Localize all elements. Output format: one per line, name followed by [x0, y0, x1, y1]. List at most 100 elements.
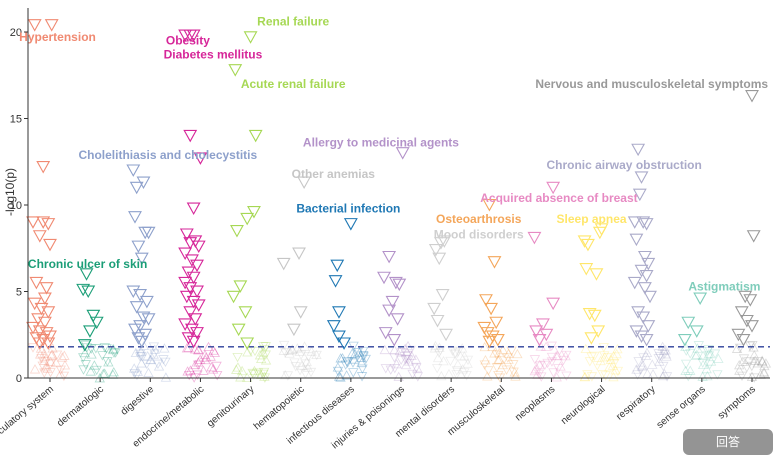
background-point [480, 354, 491, 365]
annotation-label: Diabetes mellitus [164, 47, 263, 61]
background-point [207, 364, 219, 374]
background-point [579, 371, 590, 382]
data-point [689, 325, 704, 338]
background-point [612, 343, 623, 354]
annotation-label: Astigmatism [688, 279, 760, 293]
background-point [430, 340, 441, 351]
data-point [427, 302, 442, 316]
data-point [592, 226, 607, 240]
background-point [597, 370, 608, 380]
background-point [703, 345, 714, 355]
background-point [412, 372, 424, 382]
background-point [612, 366, 624, 377]
background-point [138, 340, 150, 351]
data-point [32, 230, 47, 243]
background-point [542, 358, 553, 369]
data-point [745, 90, 759, 103]
data-point [179, 228, 194, 241]
background-point [193, 360, 204, 370]
background-point [131, 370, 143, 381]
data-point [636, 216, 651, 229]
background-point [81, 343, 93, 353]
background-point [305, 367, 317, 378]
data-point [186, 335, 201, 349]
background-point [560, 350, 571, 361]
background-point [143, 367, 154, 377]
background-point [746, 361, 757, 372]
background-point [152, 359, 164, 369]
annotation-label: Cholelithiasis and cholecystitis [78, 148, 257, 162]
background-point [561, 371, 572, 381]
annotation-label: Allergy to medicinal agents [303, 136, 459, 150]
background-point [758, 366, 770, 377]
data-point [41, 337, 56, 350]
background-point [736, 371, 748, 382]
background-point [393, 371, 404, 381]
background-point [249, 365, 260, 376]
data-point [577, 235, 592, 248]
background-point [586, 352, 597, 362]
background-point [396, 348, 408, 358]
data-point [39, 282, 54, 295]
background-point [301, 356, 312, 367]
data-point [186, 29, 201, 42]
background-point [29, 364, 41, 374]
background-point [300, 369, 311, 379]
background-point [457, 343, 468, 353]
background-point [349, 354, 360, 364]
data-point [435, 289, 450, 302]
data-point [385, 295, 400, 309]
background-point [86, 349, 97, 359]
background-point [385, 365, 396, 375]
background-point [741, 363, 753, 373]
background-point [453, 347, 464, 357]
background-point [497, 344, 509, 355]
background-point [712, 370, 723, 380]
background-point [51, 357, 62, 368]
data-point [86, 309, 101, 323]
background-point [108, 366, 119, 377]
data-point [136, 176, 151, 190]
background-point [284, 348, 295, 358]
background-point [653, 354, 664, 364]
background-point [46, 349, 58, 359]
background-point [536, 372, 547, 382]
background-point [489, 348, 500, 358]
background-point [128, 363, 140, 373]
background-point [654, 356, 665, 366]
background-point [356, 372, 368, 382]
background-point [206, 362, 217, 372]
background-point [160, 357, 171, 368]
background-point [212, 371, 223, 381]
background-point [292, 343, 303, 353]
background-point [509, 367, 520, 377]
background-point [333, 371, 345, 381]
background-point [459, 368, 470, 378]
background-point [403, 355, 414, 365]
background-point [335, 353, 346, 363]
background-point [358, 351, 369, 361]
data-point [247, 205, 261, 219]
data-point [582, 308, 597, 321]
data-point [181, 332, 196, 345]
background-point [756, 355, 768, 365]
data-point [133, 320, 148, 333]
background-point [642, 368, 653, 378]
background-point [97, 351, 108, 361]
data-point [693, 292, 708, 305]
background-point [604, 361, 615, 372]
background-point [255, 353, 267, 364]
data-point [226, 290, 241, 304]
data-point [230, 225, 244, 238]
data-point [641, 257, 656, 271]
background-point [558, 355, 569, 366]
data-point [527, 231, 542, 245]
annotation-label: Chronic ulcer of skin [28, 257, 147, 271]
background-point [653, 349, 664, 359]
background-point [701, 363, 712, 374]
data-point [43, 238, 57, 252]
data-point [133, 289, 148, 302]
background-point [530, 364, 542, 374]
data-point [89, 316, 104, 330]
data-point [186, 295, 201, 309]
